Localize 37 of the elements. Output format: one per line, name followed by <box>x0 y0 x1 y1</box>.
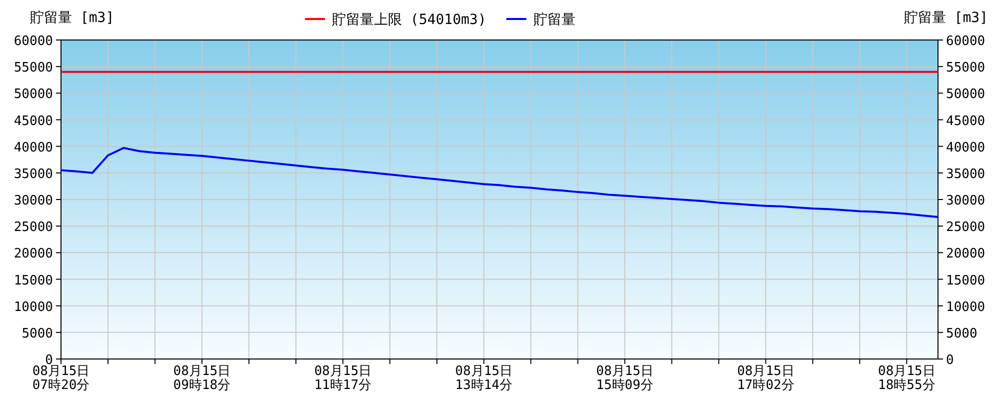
x-tick-label: 08月15日 15時09分 <box>596 364 654 393</box>
x-tick-label: 08月15日 07時20分 <box>32 364 90 393</box>
y2-tick-label: 35000 <box>946 166 986 182</box>
x-tick-label: 08月15日 13時14分 <box>455 364 512 393</box>
y2-axis-title: 貯留量 [m3] <box>904 10 988 26</box>
y-tick-label: 10000 <box>14 300 53 315</box>
y-tick-label: 50000 <box>14 87 53 102</box>
y2-tick-label: 60000 <box>946 34 986 49</box>
y2-tick-label: 50000 <box>946 87 986 102</box>
y-tick-label: 20000 <box>14 246 53 262</box>
y-tick-label: 5000 <box>22 326 53 342</box>
legend-label: 貯留量 <box>533 12 576 28</box>
line-series <box>60 146 939 218</box>
y-tick-label: 35000 <box>14 166 53 182</box>
y-tick-label: 60000 <box>14 34 53 49</box>
y-tick-label: 45000 <box>14 114 53 129</box>
y-tick-label: 55000 <box>14 60 53 76</box>
y-tick-label: 25000 <box>14 220 53 236</box>
y-tick-label: 15000 <box>14 273 53 288</box>
x-tick-label: 08月15日 18時55分 <box>878 364 936 393</box>
y2-tick-label: 5000 <box>946 326 978 342</box>
y2-tick-label: 10000 <box>946 300 986 315</box>
y2-tick-label: 0 <box>946 353 954 368</box>
y2-tick-label: 45000 <box>946 114 986 129</box>
y-tick-label: 40000 <box>14 140 53 156</box>
y2-tick-label: 20000 <box>946 246 986 262</box>
y2-tick-label: 55000 <box>946 60 986 76</box>
y-axis-title: 貯留量 [m3] <box>30 10 114 26</box>
y2-tick-label: 25000 <box>946 220 986 236</box>
x-tick-label: 08月15日 09時18分 <box>173 364 231 393</box>
y2-tick-label: 40000 <box>946 140 986 156</box>
x-tick-label: 08月15日 17時02分 <box>737 364 794 393</box>
x-tick-label: 08月15日 11時17分 <box>314 364 372 393</box>
y2-tick-label: 15000 <box>946 273 986 288</box>
legend-label: 貯留量上限 (54010m3) <box>332 12 486 28</box>
y-tick-label: 30000 <box>14 194 53 208</box>
y2-tick-label: 30000 <box>946 194 986 208</box>
